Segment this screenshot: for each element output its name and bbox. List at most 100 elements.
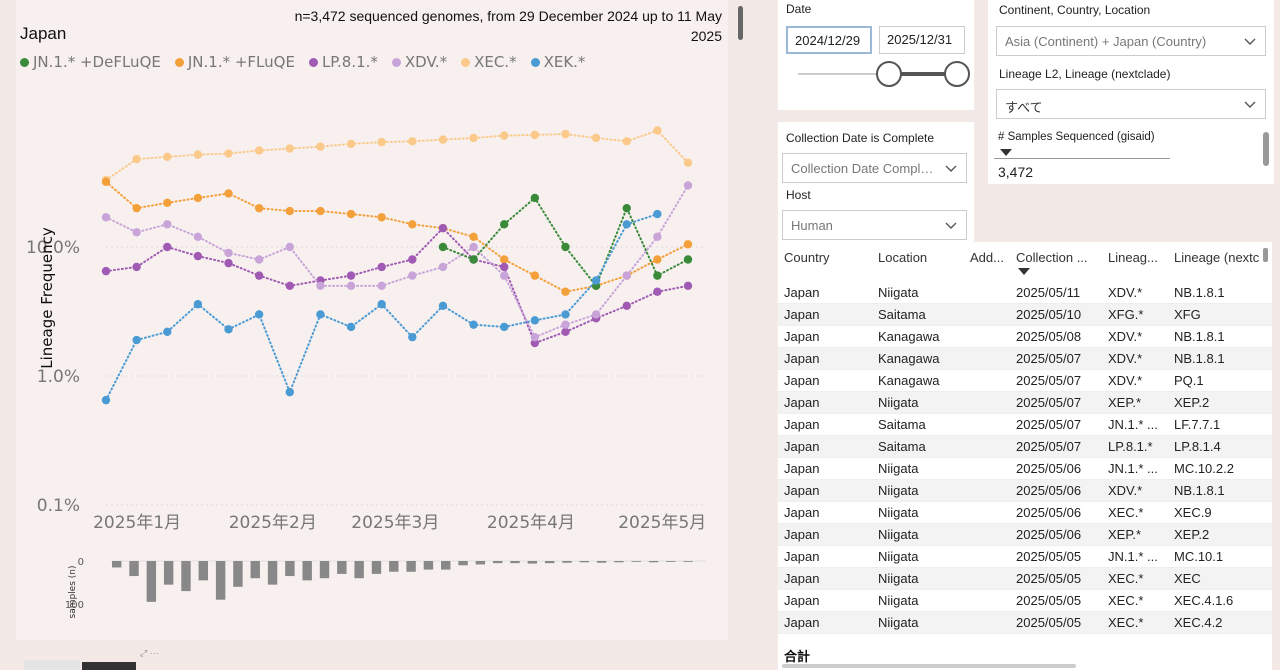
data-point [530,271,540,280]
column-header-collection-date[interactable]: Collection ... [1016,250,1088,265]
location-dropdown[interactable]: Asia (Continent) + Japan (Country) [996,26,1266,56]
data-point [653,271,662,280]
table-row[interactable]: Japan Kanagawa 2025/05/08 XDV.* NB.1.8.1 [778,326,1272,348]
legend-item[interactable]: XDV.* [391,53,447,71]
column-header-lineage-nextclade[interactable]: Lineage (nextc [1174,250,1260,265]
data-point [469,320,478,329]
table-row[interactable]: Japan Niigata 2025/05/06 XDV.* NB.1.8.1 [778,480,1272,502]
legend-item[interactable]: LP.8.1.* [308,53,378,71]
table-row[interactable]: Japan Saitama 2025/05/07 JN.1.* ... LF.7.7.1 [778,414,1272,436]
data-point [561,242,570,252]
column-header-location[interactable]: Location [878,250,928,265]
table-row[interactable]: Japan Saitama 2025/05/10 XFG.* XFG [778,304,1272,326]
data-point [132,335,141,345]
panel-scrollbar[interactable] [1263,132,1269,166]
table-row[interactable]: Japan Niigata 2025/05/05 XEC.* XEC [778,568,1272,590]
legend-label: XEK.* [543,53,586,71]
date-slider-start-handle[interactable] [876,61,902,87]
histogram-bar [285,561,295,577]
table-scrollbar[interactable] [1263,248,1268,262]
data-point [469,255,478,264]
data-point [683,255,693,264]
table-row[interactable]: Japan Kanagawa 2025/05/07 XDV.* NB.1.8.1 [778,348,1272,370]
data-point [224,189,233,198]
table-cell: Japan [784,439,820,454]
data-point [469,232,478,241]
table-cell: Niigata [878,461,919,476]
data-point [653,232,662,241]
table-row[interactable]: Japan Niigata 2025/05/11 XDV.* NB.1.8.1 [778,282,1272,304]
data-point [377,281,386,291]
table-cell: XEC.4.2 [1174,615,1223,630]
table-row[interactable]: Japan Niigata 2025/05/06 XEC.* XEC.9 [778,502,1272,524]
data-point [469,242,478,252]
column-header-lineage-l2[interactable]: Lineag... [1108,250,1158,265]
lineage-dropdown[interactable]: すべて [996,89,1266,119]
histogram-bar [146,561,157,602]
data-point [530,130,540,140]
table-row[interactable]: Japan Niigata 2025/05/05 XEC.* XEC.4.1.6 [778,590,1272,612]
legend-item[interactable]: XEC.* [461,53,517,71]
chart-scrollbar[interactable] [738,6,743,40]
histogram-bar [215,561,226,600]
histogram-bar [354,561,364,579]
legend-item[interactable]: XEK.* [530,53,586,71]
y-tick-label: 1.0% [37,367,80,387]
table-cell: Japan [784,329,820,344]
data-point [438,301,448,311]
table-row[interactable]: Japan Niigata 2025/05/06 JN.1.* ... MC.10.2.… [778,458,1272,480]
histogram-bar [579,561,589,563]
table-cell: XFG [1174,307,1201,322]
table-cell: Saitama [878,307,926,322]
data-point [438,223,448,233]
table-row[interactable]: Japan Niigata 2025/05/05 XEC.* XEC.4.2 [778,612,1272,634]
table-cell: Niigata [878,395,919,410]
table-cell: Niigata [878,615,919,630]
table-hscrollbar[interactable] [782,664,1076,668]
table-cell: Japan [784,417,820,432]
table-cell: Kanagawa [878,329,940,344]
data-point [408,220,417,229]
table-row[interactable]: Japan Niigata 2025/05/05 JN.1.* ... MC.10.1 [778,546,1272,568]
collection-date-dropdown[interactable]: Collection Date Compl… [782,153,967,183]
table-row[interactable]: Japan Saitama 2025/05/07 LP.8.1.* LP.8.1.4 [778,436,1272,458]
table-cell: 2025/05/06 [1016,505,1082,520]
histogram-bar [337,561,347,574]
total-label: 合計 [784,649,811,664]
column-header-country[interactable]: Country [784,250,830,265]
table-row[interactable]: Japan Kanagawa 2025/05/07 XDV.* PQ.1 [778,370,1272,392]
page-tab-active[interactable] [82,662,136,670]
host-dropdown[interactable]: Human [782,210,967,240]
data-point [193,232,203,241]
table-cell: 2025/05/06 [1016,483,1082,498]
date-slider-end-handle[interactable] [944,61,970,87]
date-end-input[interactable]: 2025/12/31 [879,26,965,54]
histogram-bar [250,561,260,579]
date-label: Date [786,2,812,16]
visual-header-icons[interactable]: ⤢ ⋯ [140,648,159,658]
samples-value: 3,472 [998,164,1034,180]
histogram-bar [441,561,451,570]
data-point [254,271,264,280]
histogram-bar [302,561,312,581]
table-cell: Japan [784,483,820,498]
legend-item[interactable]: JN.1.* +FLuQE [174,53,295,71]
table-cell: MC.10.1 [1174,549,1224,564]
data-point [285,206,294,216]
legend-item[interactable]: JN.1.* +DeFLuQE [20,53,161,71]
data-point [591,133,601,143]
page-tab-inactive[interactable] [24,660,80,670]
table-cell: NB.1.8.1 [1174,483,1225,498]
data-point [163,220,172,229]
x-tick-label: 2025年5月 [618,513,706,533]
histogram-bar [544,561,555,564]
column-header-add[interactable]: Add... [970,250,1004,265]
table-cell: XFG.* [1108,307,1144,322]
table-row[interactable]: Japan Niigata 2025/05/07 XEP.* XEP.2 [778,392,1272,414]
table-cell: LF.7.7.1 [1174,417,1221,432]
data-point [224,325,233,334]
data-point [622,301,631,311]
date-start-input[interactable]: 2024/12/29 [786,26,872,54]
table-row[interactable]: Japan Niigata 2025/05/06 XEP.* XEP.2 [778,524,1272,546]
table-cell: Japan [784,549,820,564]
